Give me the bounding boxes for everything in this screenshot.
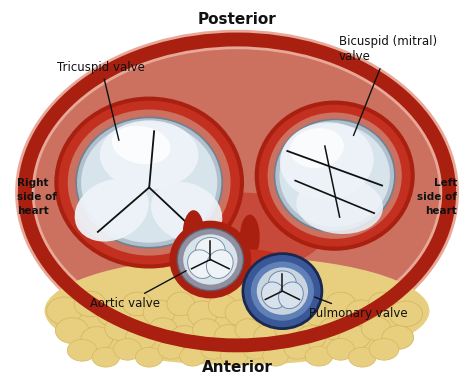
Ellipse shape — [188, 301, 217, 327]
Ellipse shape — [188, 250, 214, 279]
Ellipse shape — [274, 319, 304, 341]
Ellipse shape — [74, 291, 106, 317]
Ellipse shape — [348, 347, 376, 367]
Ellipse shape — [171, 222, 250, 297]
Ellipse shape — [206, 250, 233, 279]
Ellipse shape — [327, 338, 355, 360]
Ellipse shape — [167, 292, 194, 316]
Ellipse shape — [55, 318, 89, 343]
Ellipse shape — [67, 339, 97, 361]
Ellipse shape — [326, 292, 356, 316]
Ellipse shape — [264, 301, 294, 327]
Ellipse shape — [251, 262, 314, 321]
Ellipse shape — [177, 228, 244, 291]
Ellipse shape — [126, 325, 157, 349]
Text: Pulmonary valve: Pulmonary valve — [309, 297, 408, 320]
Ellipse shape — [262, 282, 286, 309]
Ellipse shape — [274, 119, 395, 232]
Ellipse shape — [209, 294, 236, 318]
Ellipse shape — [305, 346, 333, 366]
Ellipse shape — [246, 294, 273, 318]
Ellipse shape — [338, 325, 370, 349]
Ellipse shape — [303, 300, 335, 325]
Text: Bicuspid (mitral)
valve: Bicuspid (mitral) valve — [338, 35, 437, 136]
Ellipse shape — [285, 292, 313, 316]
Ellipse shape — [192, 319, 220, 341]
Ellipse shape — [257, 267, 308, 315]
Ellipse shape — [389, 301, 422, 327]
Ellipse shape — [243, 339, 269, 359]
Ellipse shape — [68, 110, 230, 256]
Ellipse shape — [76, 118, 222, 248]
Ellipse shape — [203, 249, 287, 274]
Ellipse shape — [158, 339, 184, 359]
Ellipse shape — [148, 192, 326, 271]
Ellipse shape — [123, 292, 152, 316]
Ellipse shape — [112, 126, 171, 164]
Ellipse shape — [243, 254, 322, 328]
Ellipse shape — [284, 339, 310, 359]
Ellipse shape — [143, 300, 175, 325]
Ellipse shape — [279, 282, 303, 309]
Ellipse shape — [290, 128, 344, 168]
Ellipse shape — [361, 317, 391, 341]
Ellipse shape — [149, 318, 177, 339]
Ellipse shape — [346, 300, 377, 325]
Ellipse shape — [46, 297, 82, 325]
Ellipse shape — [263, 346, 288, 366]
Text: Anterior: Anterior — [201, 360, 273, 375]
Ellipse shape — [56, 99, 242, 266]
Ellipse shape — [280, 122, 374, 200]
Ellipse shape — [151, 182, 222, 242]
Ellipse shape — [296, 325, 326, 349]
Text: Aortic valve: Aortic valve — [90, 271, 186, 310]
Text: Right
side of
heart: Right side of heart — [17, 178, 57, 216]
Ellipse shape — [183, 234, 237, 285]
Ellipse shape — [268, 113, 402, 239]
Ellipse shape — [81, 122, 217, 243]
Ellipse shape — [369, 338, 399, 360]
Ellipse shape — [214, 325, 242, 349]
Ellipse shape — [240, 215, 260, 259]
Text: Posterior: Posterior — [198, 12, 276, 27]
Ellipse shape — [114, 338, 141, 360]
Ellipse shape — [170, 325, 200, 349]
Ellipse shape — [235, 319, 261, 341]
Ellipse shape — [97, 301, 130, 327]
Ellipse shape — [196, 237, 225, 263]
Ellipse shape — [100, 120, 199, 189]
Ellipse shape — [136, 347, 163, 367]
Ellipse shape — [319, 318, 346, 339]
Ellipse shape — [81, 327, 113, 350]
Ellipse shape — [225, 300, 255, 325]
Ellipse shape — [254, 325, 282, 349]
Text: Left
side of
heart: Left side of heart — [417, 178, 457, 216]
Ellipse shape — [368, 292, 398, 316]
Ellipse shape — [105, 317, 134, 341]
Ellipse shape — [25, 39, 449, 345]
Ellipse shape — [382, 325, 414, 349]
Ellipse shape — [269, 271, 296, 294]
Ellipse shape — [257, 103, 413, 249]
Ellipse shape — [92, 347, 119, 367]
Text: Tricuspid valve: Tricuspid valve — [57, 60, 145, 140]
Ellipse shape — [180, 346, 205, 366]
Ellipse shape — [296, 177, 383, 234]
Ellipse shape — [220, 346, 248, 366]
Ellipse shape — [74, 179, 149, 242]
Ellipse shape — [201, 339, 226, 359]
Ellipse shape — [280, 124, 390, 227]
Ellipse shape — [182, 210, 204, 257]
Ellipse shape — [45, 257, 429, 365]
